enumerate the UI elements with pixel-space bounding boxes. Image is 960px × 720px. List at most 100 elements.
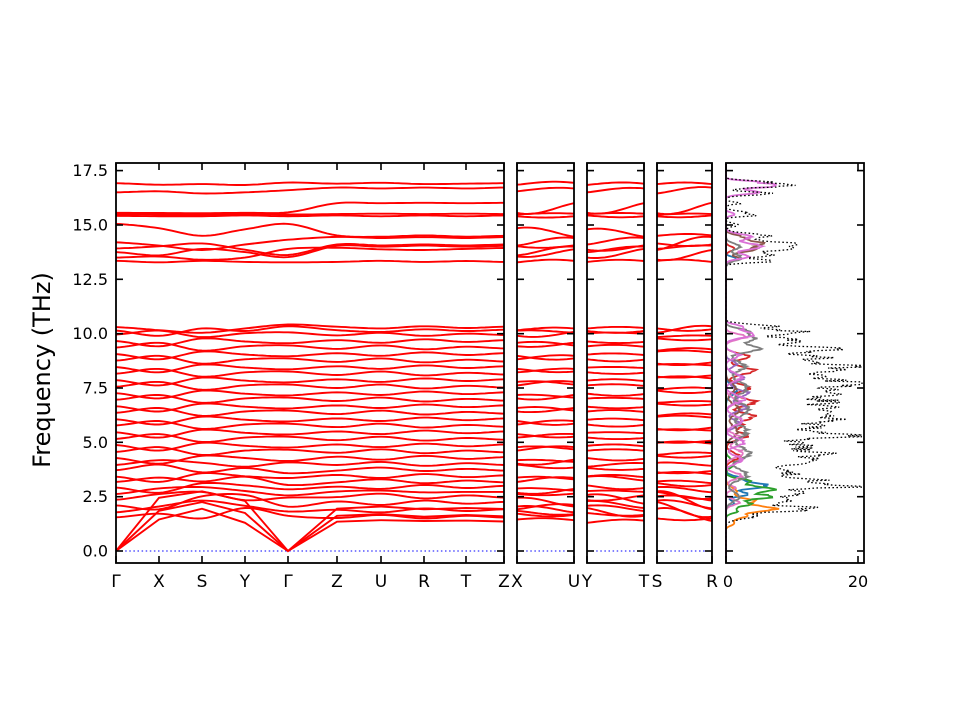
- band-line: [586, 405, 645, 410]
- band-line: [516, 492, 575, 497]
- band-line: [586, 462, 645, 468]
- k-point-label: T: [460, 572, 472, 592]
- band-line: [115, 354, 505, 365]
- band-line: [516, 432, 575, 439]
- band-line: [116, 212, 504, 216]
- band-line: [116, 186, 504, 195]
- band-line: [115, 244, 505, 259]
- band-line: [656, 485, 713, 494]
- band-line: [586, 214, 645, 219]
- band-line: [656, 451, 713, 456]
- band-line: [115, 446, 505, 456]
- band-line: [656, 334, 713, 339]
- band-line: [115, 407, 505, 417]
- band-line: [586, 504, 645, 512]
- dos-total-curve: [725, 163, 863, 558]
- band-line: [115, 242, 505, 257]
- band-line: [115, 493, 505, 511]
- band-line: [516, 476, 575, 483]
- band-line: [115, 433, 505, 443]
- band-line: [115, 475, 505, 487]
- band-line: [516, 258, 575, 264]
- band-line: [586, 448, 645, 452]
- band-line: [516, 509, 575, 516]
- band-line: [656, 439, 713, 444]
- k-point-label: R: [706, 572, 718, 592]
- dos-panel-frame: [725, 162, 865, 564]
- band-line: [516, 420, 575, 426]
- band-line: [656, 233, 713, 237]
- band-line: [115, 181, 504, 186]
- band-line: [516, 215, 575, 219]
- band-line: [516, 180, 575, 186]
- band-line: [516, 496, 575, 508]
- band-line: [656, 361, 713, 367]
- band-line: [115, 402, 505, 413]
- band-line: [115, 472, 505, 483]
- band-line: [656, 414, 713, 419]
- band-line: [656, 490, 713, 500]
- band-line: [656, 214, 713, 219]
- band-line: [656, 470, 713, 475]
- band-line: [586, 325, 645, 330]
- band-line: [586, 396, 645, 400]
- k-point-label: Y: [239, 572, 251, 592]
- frequency-tick-label: 5.0: [83, 433, 108, 452]
- frequency-tick-label: 17.5: [72, 161, 108, 180]
- band-line: [115, 441, 505, 452]
- band-line: [656, 461, 713, 467]
- band-line: [586, 409, 645, 413]
- band-line: [115, 389, 505, 400]
- band-line: [586, 340, 645, 345]
- k-point-label: R: [418, 572, 430, 592]
- band-line: [115, 246, 505, 261]
- band-line: [516, 236, 575, 247]
- band-line: [516, 419, 575, 426]
- band-line: [516, 487, 575, 495]
- panel-frame: [516, 162, 575, 564]
- band-line: [656, 389, 713, 394]
- band-line: [586, 457, 645, 462]
- k-point-label: Z: [498, 572, 510, 592]
- band-line: [115, 323, 505, 334]
- band-line: [656, 412, 713, 417]
- band-line: [586, 417, 645, 422]
- band-line: [586, 431, 645, 435]
- band-line: [516, 380, 575, 387]
- band-line: [516, 407, 575, 414]
- band-line: [516, 433, 575, 439]
- band-line: [656, 374, 713, 379]
- y-axis-label: Frequency (THz): [28, 272, 56, 468]
- band-line: [115, 393, 505, 404]
- band-line: [586, 467, 645, 471]
- frequency-tick-label: 10.0: [72, 324, 108, 343]
- frequency-tick-label: 12.5: [72, 270, 108, 289]
- k-point-label: U: [375, 572, 387, 592]
- band-line: [586, 343, 645, 348]
- band-line: [516, 186, 575, 193]
- band-line: [115, 428, 505, 439]
- band-line: [516, 503, 575, 511]
- band-line: [115, 501, 505, 553]
- band-line: [656, 349, 713, 354]
- band-line: [586, 358, 645, 363]
- frequency-tick-label: 2.5: [83, 487, 108, 506]
- band-line: [586, 494, 645, 502]
- band-line: [586, 371, 645, 375]
- band-line: [586, 423, 645, 428]
- band-line: [516, 329, 575, 334]
- band-line: [586, 330, 645, 334]
- k-point-label: T: [638, 572, 650, 592]
- band-line: [516, 202, 575, 215]
- band-line: [516, 354, 575, 361]
- band-line: [115, 350, 505, 361]
- band-line: [586, 383, 645, 387]
- band-line: [586, 258, 645, 263]
- band-line: [656, 235, 713, 251]
- band-line: [115, 363, 505, 374]
- band-line: [656, 426, 713, 432]
- band-line: [586, 507, 645, 518]
- frequency-tick-label: 7.5: [83, 379, 108, 398]
- band-line: [115, 481, 505, 494]
